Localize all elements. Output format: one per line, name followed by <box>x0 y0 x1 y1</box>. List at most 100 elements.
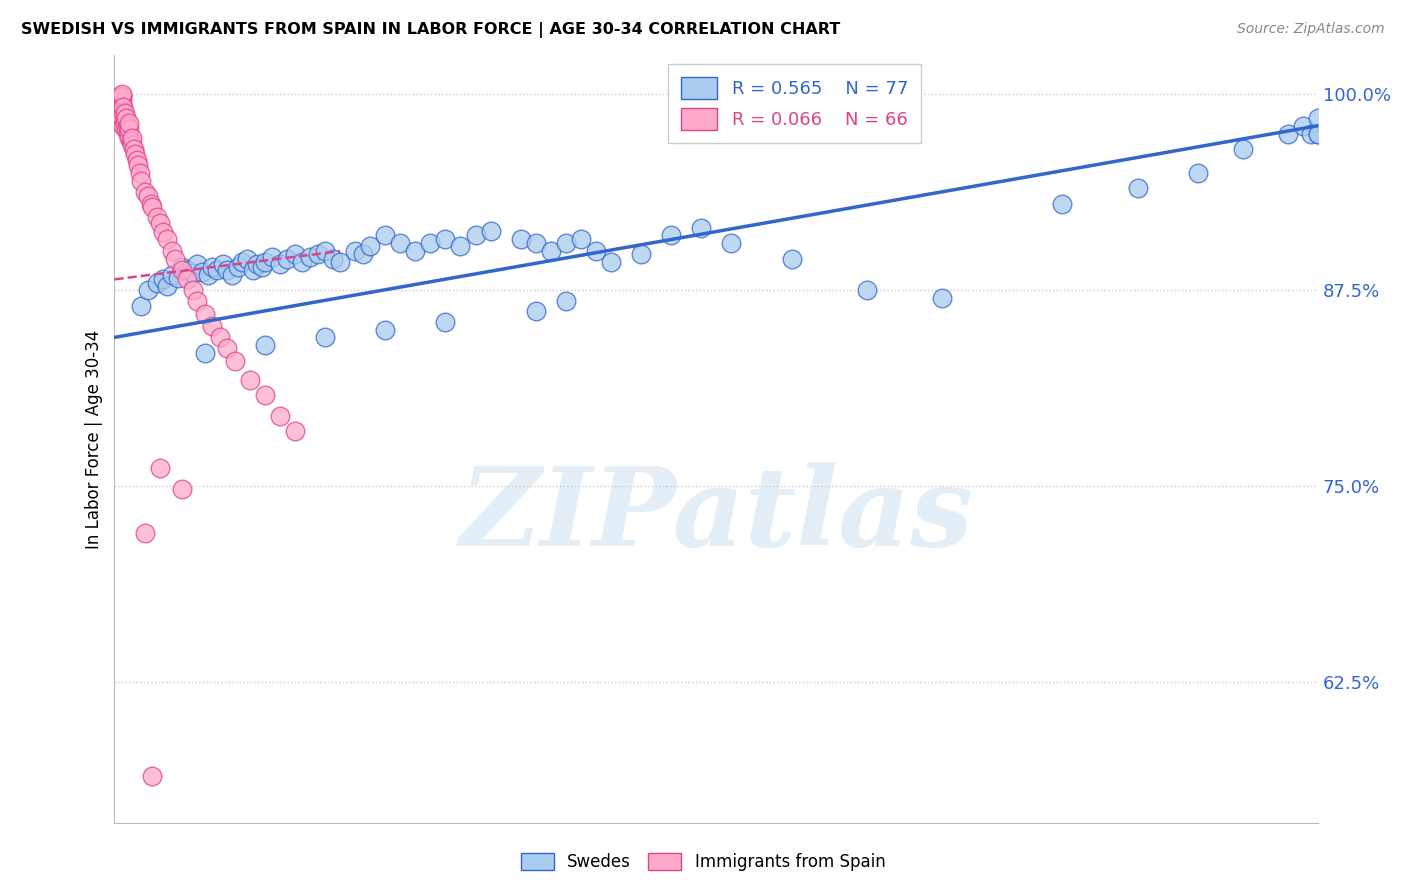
Point <box>122 142 145 156</box>
Point <box>262 251 284 265</box>
Point <box>201 260 224 274</box>
Point <box>152 225 174 239</box>
Point <box>284 247 307 261</box>
Point <box>931 291 953 305</box>
Point <box>659 228 682 243</box>
Point <box>145 210 167 224</box>
Legend: Swedes, Immigrants from Spain: Swedes, Immigrants from Spain <box>512 845 894 880</box>
Point <box>181 266 204 280</box>
Point <box>111 115 134 129</box>
Point <box>111 108 134 122</box>
Point <box>111 89 134 103</box>
Point <box>148 460 170 475</box>
Point <box>253 338 276 352</box>
Point <box>194 307 217 321</box>
Text: SWEDISH VS IMMIGRANTS FROM SPAIN IN LABOR FORCE | AGE 30-34 CORRELATION CHART: SWEDISH VS IMMIGRANTS FROM SPAIN IN LABO… <box>21 22 841 38</box>
Point <box>464 228 486 243</box>
Point <box>121 137 143 152</box>
Point <box>1277 127 1299 141</box>
Point <box>118 131 141 145</box>
Point <box>108 111 131 125</box>
Point <box>419 236 441 251</box>
Point <box>569 231 592 245</box>
Point <box>111 111 134 125</box>
Point <box>156 231 179 245</box>
Point <box>156 278 179 293</box>
Point <box>112 100 135 114</box>
Point <box>524 303 547 318</box>
Point <box>690 220 713 235</box>
Point <box>524 236 547 251</box>
Point <box>1292 119 1315 133</box>
Point <box>136 189 159 203</box>
Point <box>111 103 134 117</box>
Point <box>269 257 291 271</box>
Point <box>314 244 336 259</box>
Point <box>855 284 877 298</box>
Point <box>242 263 264 277</box>
Point <box>239 373 262 387</box>
Point <box>110 89 132 103</box>
Point <box>1308 127 1330 141</box>
Point <box>201 319 224 334</box>
Point <box>160 268 183 282</box>
Point <box>1187 166 1209 180</box>
Point <box>114 106 136 120</box>
Point <box>131 173 153 187</box>
Point <box>108 90 131 104</box>
Point <box>152 272 174 286</box>
Point <box>111 98 134 112</box>
Point <box>217 263 239 277</box>
Text: ZIPatlas: ZIPatlas <box>460 462 973 570</box>
Point <box>211 257 233 271</box>
Point <box>231 255 253 269</box>
Point <box>307 247 329 261</box>
Point <box>344 244 367 259</box>
Point <box>554 236 576 251</box>
Point <box>111 90 134 104</box>
Point <box>554 294 576 309</box>
Point <box>111 87 134 102</box>
Legend: R = 0.565    N = 77, R = 0.066    N = 66: R = 0.565 N = 77, R = 0.066 N = 66 <box>668 64 921 143</box>
Point <box>163 252 186 266</box>
Point <box>172 260 194 274</box>
Point <box>269 409 291 423</box>
Point <box>1299 127 1322 141</box>
Point <box>540 244 562 259</box>
Point <box>107 103 129 117</box>
Y-axis label: In Labor Force | Age 30-34: In Labor Force | Age 30-34 <box>86 330 103 549</box>
Point <box>108 100 131 114</box>
Point <box>236 252 259 266</box>
Point <box>329 255 352 269</box>
Point <box>110 98 132 112</box>
Point <box>226 260 249 274</box>
Point <box>117 127 139 141</box>
Point <box>630 247 652 261</box>
Point <box>145 276 167 290</box>
Point <box>1052 197 1074 211</box>
Point <box>253 388 276 402</box>
Point <box>134 185 156 199</box>
Point <box>141 200 163 214</box>
Point <box>176 263 198 277</box>
Point <box>780 252 803 266</box>
Point <box>600 255 623 269</box>
Point <box>389 236 412 251</box>
Point <box>322 252 344 266</box>
Point <box>224 354 246 368</box>
Point <box>298 251 321 265</box>
Point <box>115 121 138 136</box>
Point <box>374 228 396 243</box>
Point <box>112 106 135 120</box>
Point <box>205 263 228 277</box>
Point <box>1308 127 1330 141</box>
Point <box>479 224 502 238</box>
Point <box>217 342 239 356</box>
Point <box>136 284 159 298</box>
Point <box>172 483 194 497</box>
Point <box>118 121 141 136</box>
Point <box>181 284 204 298</box>
Point <box>1308 111 1330 125</box>
Point <box>1232 142 1254 156</box>
Point <box>186 294 208 309</box>
